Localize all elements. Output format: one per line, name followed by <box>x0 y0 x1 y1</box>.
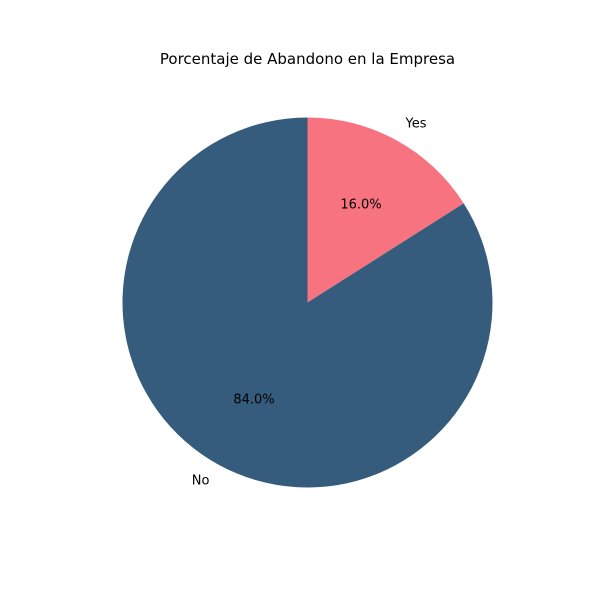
chart-title: Porcentaje de Abandono en la Empresa <box>160 50 455 68</box>
pct-label-yes: 16.0% <box>340 198 381 213</box>
slice-label-yes: Yes <box>405 117 427 132</box>
slice-label-no: No <box>192 473 210 488</box>
pie-slice-no <box>122 117 493 488</box>
pct-label-no: 84.0% <box>233 392 274 407</box>
pie-labels: Yes 16.0% No 84.0% <box>192 117 427 489</box>
pie-slices <box>122 117 493 488</box>
pie-slice-yes <box>307 117 464 303</box>
